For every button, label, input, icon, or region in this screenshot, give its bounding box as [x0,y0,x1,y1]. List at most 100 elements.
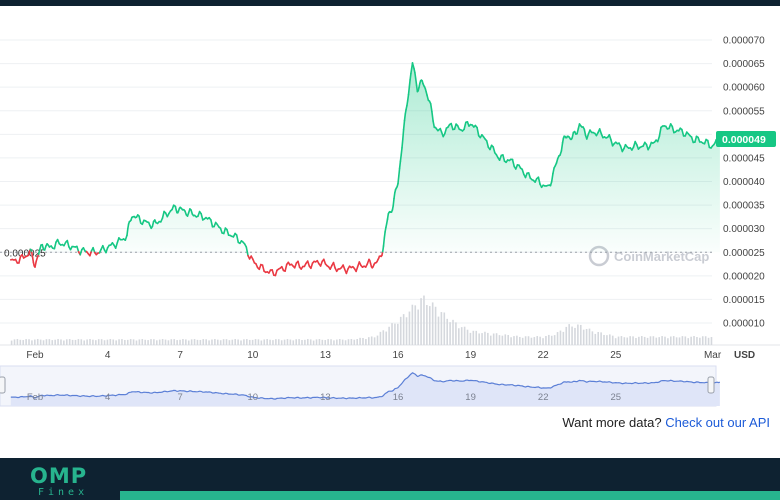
price-segment [223,227,227,235]
volume-bar [312,340,315,345]
volume-bar [353,339,356,345]
volume-bar [260,340,263,345]
volume-bar [350,339,353,345]
volume-bar [562,331,565,345]
volume-bar [655,337,658,345]
volume-bar [68,339,71,345]
price-segment [407,86,411,96]
price-segment [690,136,695,144]
volume-bar [176,340,178,345]
volume-bar [591,331,594,345]
y-tick-label: 0.000010 [723,319,765,330]
volume-bar [185,339,187,345]
volume-bar [420,298,422,345]
volume-bar [423,295,425,345]
volume-bar [484,331,486,345]
price-segment [671,125,675,134]
volume-bar [594,333,597,345]
volume-bar [649,336,652,345]
price-segment [381,245,385,253]
logo-finex: Finex [38,487,89,498]
price-segment [576,127,580,135]
x-tick-label: 16 [392,350,404,361]
volume-bar [214,339,216,345]
price-segment [476,126,480,137]
volume-bar [510,337,512,345]
price-segment [114,241,119,249]
volume-bar [219,340,222,345]
volume-bar [556,332,559,345]
range-navigator[interactable]: Feb 4 7 10 13 16 19 22 25 [0,365,721,407]
price-segment [37,248,41,256]
volume-bar [553,335,556,345]
x-tick-label: 22 [538,350,550,361]
volume-bar [489,335,492,345]
x-tick-label: 13 [320,350,332,361]
volume-bar [629,336,631,345]
volume-bar [71,339,74,345]
volume-bar [640,336,643,345]
volume-bar [74,339,77,345]
navigator-tick-label: 10 [248,392,259,403]
volume-bar [95,340,97,345]
volume-bar [492,333,495,345]
navigator-tick-label: 4 [105,392,110,403]
y-tick-label: 0.000040 [723,177,765,188]
y-tick-label: 0.000045 [723,153,765,164]
volume-bar [109,339,112,345]
volume-bar [701,336,704,345]
volume-bar [658,337,660,345]
price-chart[interactable]: CoinMarketCap 0.000025 0.0000100.0000150… [0,0,780,410]
volume-bar [664,336,666,345]
navigator-handle-right[interactable] [707,376,715,394]
volume-bar [330,339,332,345]
volume-bar [126,339,129,345]
volume-bar [254,339,257,345]
volume-bar [559,330,562,345]
price-segment [332,261,336,269]
volume-bar [237,339,239,345]
navigator-handle-left[interactable] [0,376,6,394]
volume-bar [469,332,472,345]
price-segment [681,128,685,137]
volume-bar [257,339,260,345]
price-segment [429,102,433,113]
volume-bar [367,337,370,345]
volume-bar [153,339,155,345]
volume-bar [19,339,22,345]
price-segment [550,172,554,183]
price-segment [31,256,35,264]
volume-bar [670,336,672,345]
y-tick-label: 0.000065 [723,59,765,70]
volume-bar [225,339,228,345]
price-segment [583,128,587,136]
volume-bar [48,339,51,345]
volume-bar [609,334,611,345]
volume-bar [266,339,268,345]
api-promo: Want more data? Check out our API [562,415,770,430]
volume-bar [533,337,536,345]
volume-bar [324,340,327,345]
volume-bar [498,335,501,345]
volume-bar [638,336,640,345]
volume-bar [606,335,608,345]
api-link[interactable]: Check out our API [665,415,770,430]
price-segment [527,172,532,179]
price-line [10,62,721,277]
price-segment [400,147,403,156]
volume-bar [39,339,42,345]
volume-bar [399,316,402,345]
volume-bar [124,339,126,345]
volume-bar [144,339,146,345]
volume-bar [318,339,321,345]
volume-bar [211,339,213,345]
volume-bar [115,340,117,345]
volume-bar [83,340,85,345]
volume-bar [234,339,237,345]
price-segment [297,260,301,269]
volume-bar [228,340,231,345]
volume-bar [431,302,434,345]
price-segment [382,237,386,247]
volume-bar [620,336,623,345]
price-segment [443,127,448,135]
